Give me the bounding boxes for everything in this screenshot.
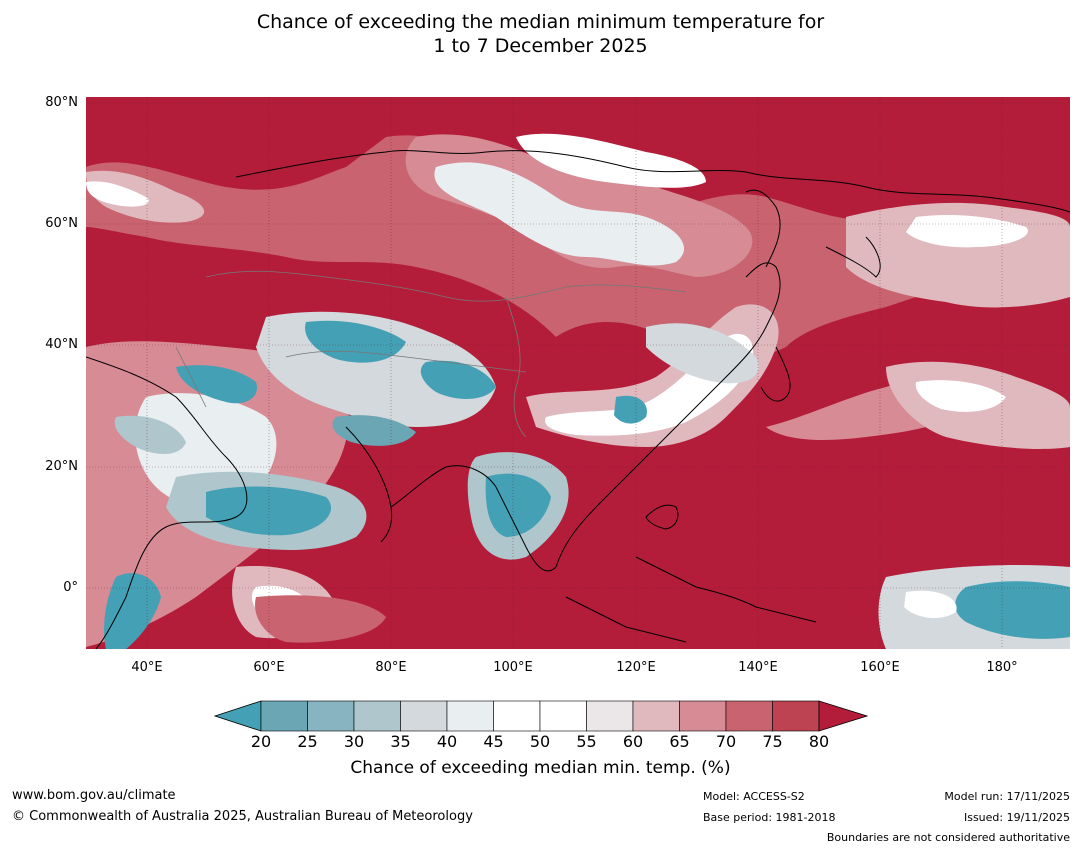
graticule [86, 97, 1070, 649]
model-run-text: Model run: 17/11/2025 [944, 790, 1070, 803]
colorbar-tick-label: 70 [715, 732, 737, 751]
colorbar-segment [586, 700, 634, 732]
colorbar-tick-label: 40 [436, 732, 458, 751]
title-line-1: Chance of exceeding the median minimum t… [256, 11, 825, 33]
colorbar-label: Chance of exceeding median min. temp. (%… [350, 758, 731, 778]
lon-tick-80e: 80°E [375, 660, 407, 675]
boundaries-note: Boundaries are not considered authoritat… [826, 831, 1070, 844]
issued-text: Issued: 19/11/2025 [963, 811, 1070, 824]
map-title: Chance of exceeding the median minimum t… [0, 10, 1081, 58]
colorbar-tick-label: 25 [297, 732, 318, 751]
lat-tick-40n: 40°N [45, 337, 78, 352]
lon-tick-120e: 120°E [616, 660, 656, 675]
colorbar-tick-label: 20 [250, 732, 272, 751]
colorbar-tick-label: 75 [762, 732, 783, 751]
website-link[interactable]: www.bom.gov.au/climate [12, 788, 176, 803]
base-period-text: Base period: 1981-2018 [703, 811, 836, 824]
lat-tick-20n: 20°N [45, 459, 78, 474]
colorbar-tick-label: 55 [576, 732, 597, 751]
lat-tick-80n: 80°N [45, 95, 78, 110]
lat-tick-0: 0° [63, 580, 78, 595]
colorbar-tick-label: 50 [529, 732, 551, 751]
colorbar-tick-label: 65 [669, 732, 690, 751]
lon-tick-140e: 140°E [738, 660, 778, 675]
lon-tick-180: 180° [986, 660, 1018, 675]
colorbar-svg [213, 700, 869, 732]
colorbar-segment [493, 700, 541, 732]
colorbar [213, 700, 869, 736]
title-line-2: 1 to 7 December 2025 [433, 35, 648, 57]
coastlines [86, 150, 1070, 649]
colorbar-segment [353, 700, 401, 732]
colorbar-extend-low [213, 700, 262, 732]
copyright-text: © Commonwealth of Australia 2025, Austra… [12, 809, 473, 824]
lon-tick-160e: 160°E [860, 660, 900, 675]
colorbar-segment [539, 700, 587, 732]
colorbar-segment [400, 700, 448, 732]
lon-tick-100e: 100°E [493, 660, 533, 675]
colorbar-tick-label: 35 [390, 732, 411, 751]
lon-tick-60e: 60°E [253, 660, 285, 675]
colorbar-tick-label: 30 [343, 732, 365, 751]
probability-map [86, 97, 1070, 649]
lat-tick-60n: 60°N [45, 216, 78, 231]
model-text: Model: ACCESS-S2 [703, 790, 805, 803]
map-canvas [86, 97, 1070, 649]
country-boundaries [175, 270, 687, 438]
colorbar-extend-high [818, 700, 869, 732]
colorbar-segment [307, 700, 355, 732]
colorbar-segment [679, 700, 727, 732]
colorbar-segment [632, 700, 680, 732]
colorbar-tick-label: 60 [622, 732, 644, 751]
colorbar-tick-label: 80 [808, 732, 830, 751]
colorbar-tick-label: 45 [483, 732, 504, 751]
colorbar-segment [725, 700, 773, 732]
colorbar-segment [772, 700, 820, 732]
lon-tick-40e: 40°E [131, 660, 163, 675]
colorbar-segment [446, 700, 494, 732]
colorbar-segment [260, 700, 308, 732]
probability-regions [86, 133, 1070, 649]
